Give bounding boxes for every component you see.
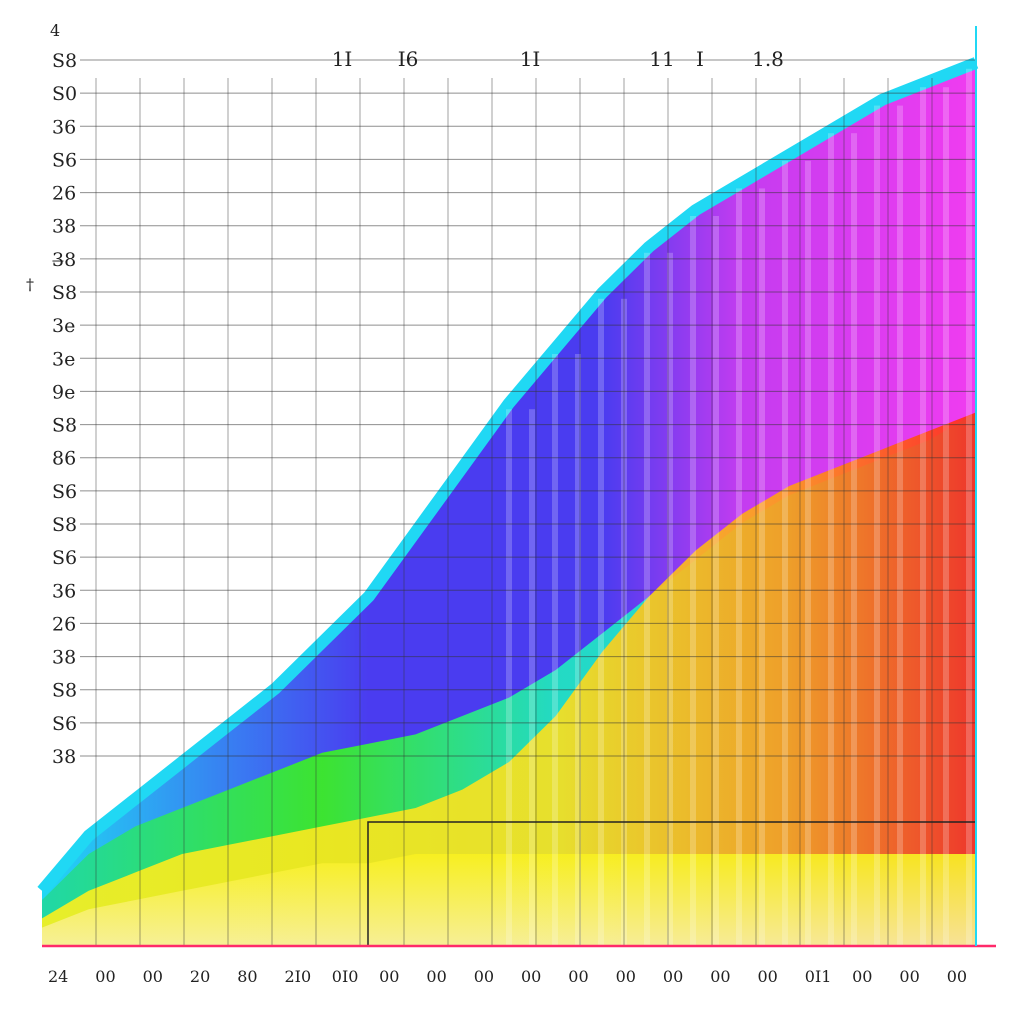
x-tick-label: 00 (852, 967, 872, 986)
top-label: 11 (649, 47, 674, 71)
area-series-4 (42, 854, 976, 946)
x-tick-label: 0I1 (805, 967, 832, 986)
stripe (805, 160, 811, 947)
x-tick-label: 20 (190, 967, 210, 986)
y-tick-label: S6 (52, 713, 77, 735)
stripe (552, 354, 558, 946)
stripe (506, 409, 512, 946)
top-label: 1I (520, 47, 541, 71)
y-tick-label: 3e (52, 348, 75, 370)
y-tick-label: 3̶8 (52, 249, 76, 271)
stripe (621, 298, 627, 946)
y-tick-label: 38 (52, 216, 76, 238)
y-tick-label: S6 (52, 547, 77, 569)
stripe (690, 216, 696, 946)
stripe (759, 188, 765, 946)
y-tick-label: S8 (52, 680, 77, 702)
stripe (828, 133, 834, 946)
y-tick-label: S0 (52, 83, 77, 105)
tick-labels: S8 S0 36 S6 26 38 3̶8 S8 3e 3e 9e S8 86 S6 S8 S6 36 26 38 S… (48, 47, 967, 986)
x-tick-label: 00 (616, 967, 636, 986)
y-tick-label: 36 (52, 116, 76, 138)
top-label: 1.8 (752, 47, 784, 71)
y-tick-label: 3e (52, 315, 75, 337)
x-tick-label: 0I0 (332, 967, 359, 986)
x-tick-label: 00 (426, 967, 446, 986)
x-tick-label: 2I0 (285, 967, 312, 986)
y-tick-label: 38 (52, 647, 76, 669)
x-tick-label: 00 (568, 967, 588, 986)
top-label: I (696, 47, 704, 71)
y-tick-label: S8 (52, 282, 77, 304)
x-tick-label: 24 (48, 967, 68, 986)
y-tick-label: 38 (52, 746, 76, 768)
top-label: 1I (332, 47, 353, 71)
y-tick-label: S6 (52, 149, 77, 171)
side-mark: † (26, 275, 34, 294)
x-tick-label: 00 (379, 967, 399, 986)
x-tick-label: 00 (947, 967, 967, 986)
stripe (575, 354, 581, 946)
series-1-line (37, 57, 979, 895)
corner-label: 4 (50, 21, 60, 40)
stripe (943, 87, 949, 946)
grid-lines (42, 26, 996, 948)
x-tick-label: 00 (663, 967, 683, 986)
stripe (713, 216, 719, 946)
x-tick-label: 00 (95, 967, 115, 986)
x-tick-label: 00 (758, 967, 778, 986)
y-tick-label: 26 (52, 183, 76, 205)
stripe (782, 160, 788, 947)
y-tick-label: 9e (52, 381, 75, 403)
x-tick-label: 00 (899, 967, 919, 986)
stripe (598, 298, 604, 946)
y-tick-label: 86 (52, 448, 76, 470)
x-tick-label: 00 (143, 967, 163, 986)
vertical-stripes (506, 68, 972, 947)
stripe (874, 105, 880, 947)
y-tick-label: S8 (52, 415, 77, 437)
y-tick-label: S8 (52, 514, 77, 536)
top-label: I6 (398, 47, 419, 71)
x-tick-label: 00 (474, 967, 494, 986)
stripe (966, 68, 972, 947)
y-tick-label: 36 (52, 580, 76, 602)
y-tick-label: S8 (52, 50, 77, 72)
stripe (736, 188, 742, 946)
stripe (851, 133, 857, 946)
x-tick-label: 00 (521, 967, 541, 986)
x-tick-label: 00 (710, 967, 730, 986)
stripe (897, 105, 903, 947)
y-tick-label: 26 (52, 613, 76, 635)
area-layers (37, 57, 979, 947)
stripe (667, 252, 673, 947)
area-series-3 (42, 412, 976, 946)
stripe (644, 252, 650, 947)
x-tick-label: 80 (237, 967, 257, 986)
y-tick-label: S6 (52, 481, 77, 503)
stripe (920, 87, 926, 946)
stripe (529, 409, 535, 946)
